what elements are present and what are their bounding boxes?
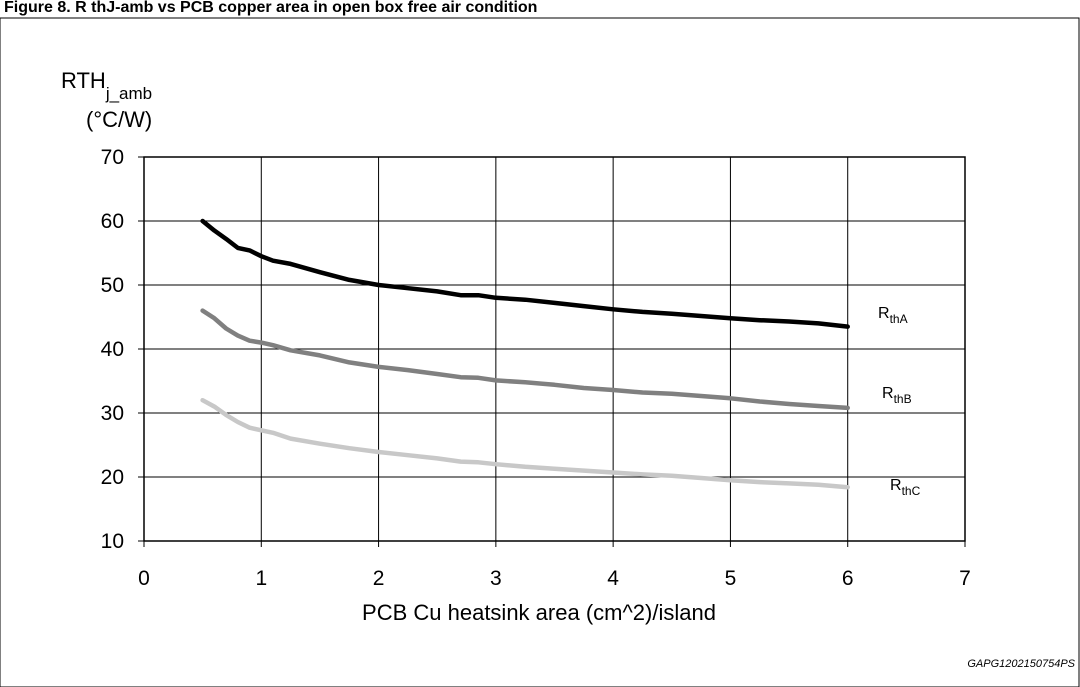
y-tick-label: 30 xyxy=(101,402,124,425)
y-axis-unit: (°C/W) xyxy=(86,107,152,132)
y-axis-title-sub: j_amb xyxy=(105,84,152,103)
series-label-rtha: RthA xyxy=(878,305,908,326)
series-line-rtha xyxy=(200,218,850,329)
figure-frame xyxy=(0,17,1080,687)
x-tick-label: 7 xyxy=(959,567,971,590)
x-tick-label: 6 xyxy=(842,567,854,590)
figure-caption: Figure 8. R thJ-amb vs PCB copper area i… xyxy=(4,0,537,16)
y-tick-label: 10 xyxy=(101,530,124,553)
series-label-rthc: RthC xyxy=(890,477,921,498)
x-axis-title: PCB Cu heatsink area (cm^2)/island xyxy=(362,600,716,625)
series-label-rthb: RthB xyxy=(882,385,912,406)
series-line-rthb xyxy=(200,308,850,411)
tick-labels: 10 20 30 40 50 60 70 0 1 2 3 4 5 6 7 xyxy=(101,146,971,590)
y-tick-label: 70 xyxy=(101,146,124,169)
x-tick-label: 5 xyxy=(725,567,737,590)
y-tick-label: 20 xyxy=(101,466,124,489)
x-tick-label: 1 xyxy=(255,567,267,590)
x-tick-label: 4 xyxy=(607,567,619,590)
x-tick-label: 2 xyxy=(373,567,385,590)
figure-code: GAPG1202150754PS xyxy=(967,658,1075,670)
y-tick-label: 50 xyxy=(101,274,124,297)
y-tick-label: 60 xyxy=(101,210,124,233)
y-axis-title-main: RTH xyxy=(61,68,106,93)
y-tick-label: 40 xyxy=(101,338,124,361)
series-line-rthc xyxy=(200,397,850,490)
x-tick-label: 0 xyxy=(138,567,150,590)
plot-area-border xyxy=(143,156,966,542)
y-axis-title: RTHj_amb xyxy=(61,68,152,103)
series-lines xyxy=(200,218,850,490)
x-tick-label: 3 xyxy=(490,567,502,590)
